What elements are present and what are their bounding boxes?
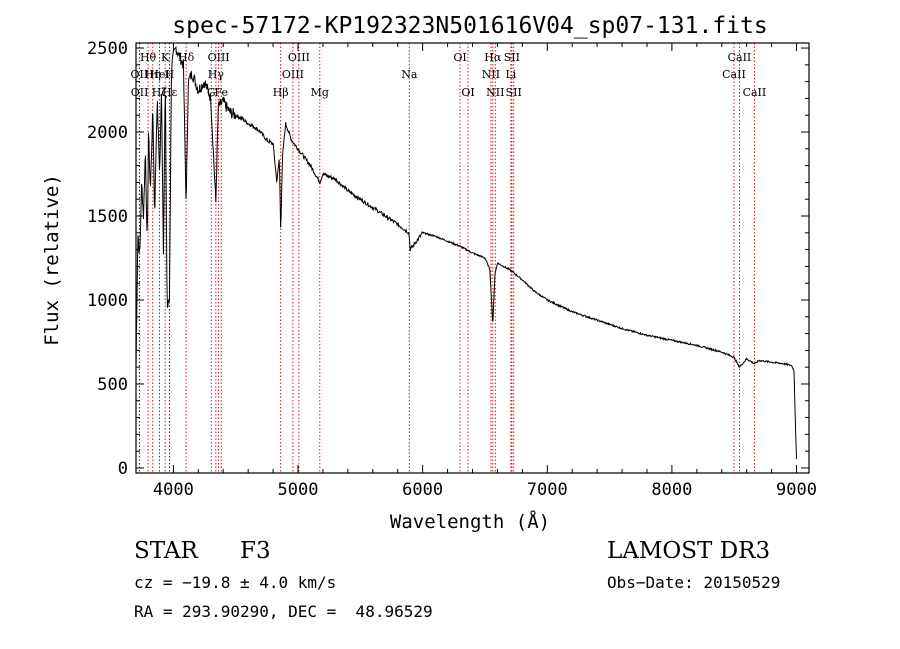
line-marker-label: OI (461, 86, 474, 99)
y-tick-label: 1500 (87, 207, 128, 227)
line-marker-label: OIII (288, 51, 310, 64)
line-marker-label: SII (506, 86, 522, 99)
line-marker-label: CaII (743, 86, 767, 99)
y-tick-label: 0 (118, 459, 128, 479)
y-axis: 0 500 1000 1500 2000 2500 (87, 39, 809, 479)
x-tick-label: 8000 (651, 480, 692, 500)
line-marker-label: NII (482, 68, 500, 81)
line-marker-label: Na (401, 68, 418, 81)
x-axis-label: Wavelength (Å) (390, 510, 550, 533)
line-marker-label: H (165, 68, 175, 81)
object-class: STAR (134, 538, 198, 564)
obs-date: Obs−Date: 20150529 (607, 573, 781, 592)
line-marker-label: OII (131, 86, 149, 99)
line-marker-label: Hη (145, 68, 161, 81)
line-marker-label: G (207, 86, 216, 99)
x-axis: 4000 5000 6000 7000 8000 9000 (153, 43, 817, 500)
x-tick-label: 6000 (402, 480, 443, 500)
object-subclass: F3 (240, 538, 271, 564)
line-marker-label: Hθ (140, 51, 157, 64)
y-tick-label: 1000 (87, 291, 128, 311)
line-marker-label: NII (486, 86, 504, 99)
line-marker-label: Hζ (152, 86, 168, 99)
x-tick-label: 4000 (153, 480, 194, 500)
line-marker-label: OIII (208, 51, 230, 64)
y-axis-label: Flux (relative) (41, 174, 63, 346)
y-tick-label: 500 (97, 375, 128, 395)
line-marker-label: Hγ (208, 68, 225, 81)
spectrum-line (135, 45, 797, 459)
line-marker-label: Hε (162, 86, 178, 99)
line-marker-label: CaII (722, 68, 746, 81)
line-marker-label: OI (453, 51, 466, 64)
coordinates: RA = 293.90290, DEC = 48.96529 (134, 602, 433, 621)
y-tick-label: 2000 (87, 123, 128, 143)
line-marker-label: Li (505, 68, 516, 81)
line-marker-label: Mg (311, 86, 329, 99)
line-markers (138, 43, 755, 473)
x-tick-label: 5000 (278, 480, 319, 500)
line-marker-label: K (161, 51, 170, 64)
plot-frame (135, 42, 810, 474)
line-marker-label: Hα (484, 51, 502, 64)
y-tick-label: 2500 (87, 39, 128, 59)
line-marker-label: SII (504, 51, 520, 64)
line-marker-label: Hβ (273, 86, 289, 99)
x-tick-label: 9000 (776, 480, 817, 500)
chart-title: spec-57172-KP192323N501616V04_sp07-131.f… (172, 13, 767, 39)
line-marker-label: HeI (149, 68, 169, 81)
redshift-text: cz = −19.8 ± 4.0 km/s (134, 573, 337, 592)
line-marker-label: OIII (282, 68, 304, 81)
survey-name: LAMOST DR3 (607, 538, 771, 564)
line-marker-label: Hδ (178, 51, 195, 64)
line-marker-label: Fe (214, 86, 228, 99)
x-tick-label: 7000 (527, 480, 568, 500)
line-marker-label: OII (131, 68, 149, 81)
line-marker-label: CaII (728, 51, 752, 64)
